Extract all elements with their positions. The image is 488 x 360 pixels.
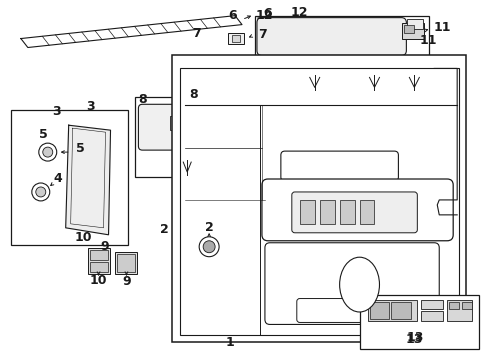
Bar <box>89 262 107 272</box>
Bar <box>11 110 128 245</box>
Polygon shape <box>65 125 110 235</box>
Bar <box>359 200 374 224</box>
Ellipse shape <box>339 257 379 312</box>
Text: 4: 4 <box>39 150 48 163</box>
FancyBboxPatch shape <box>256 18 406 55</box>
Text: 2: 2 <box>160 223 168 236</box>
Text: 10: 10 <box>90 274 107 287</box>
Bar <box>184 118 194 128</box>
Bar <box>87 248 109 274</box>
Text: 11: 11 <box>419 34 436 48</box>
Text: 4: 4 <box>53 171 62 185</box>
Bar <box>135 97 249 177</box>
FancyBboxPatch shape <box>291 192 416 233</box>
Bar <box>254 15 428 120</box>
Bar <box>172 118 182 128</box>
Bar <box>461 302 471 310</box>
Text: 13: 13 <box>406 331 423 344</box>
Text: 8: 8 <box>188 88 197 101</box>
Bar <box>299 200 314 224</box>
Text: 7: 7 <box>192 27 201 40</box>
Text: 11: 11 <box>432 21 450 34</box>
Bar <box>421 300 442 310</box>
Ellipse shape <box>42 147 53 157</box>
Bar <box>172 55 465 342</box>
FancyBboxPatch shape <box>264 243 438 324</box>
Bar <box>89 250 107 260</box>
Bar <box>407 19 423 28</box>
Bar <box>402 23 424 39</box>
FancyBboxPatch shape <box>280 151 398 181</box>
FancyBboxPatch shape <box>262 179 452 241</box>
Bar <box>359 294 478 349</box>
Text: 5: 5 <box>76 141 85 155</box>
Text: 1: 1 <box>225 336 234 348</box>
PathPatch shape <box>180 68 458 336</box>
Text: 9: 9 <box>122 275 130 288</box>
Text: 9: 9 <box>100 240 108 253</box>
Text: 12: 12 <box>290 6 308 19</box>
Ellipse shape <box>39 143 57 161</box>
Ellipse shape <box>32 183 50 201</box>
Text: 8: 8 <box>138 93 146 106</box>
Bar <box>115 252 137 274</box>
Text: 2: 2 <box>204 221 213 234</box>
Text: 3: 3 <box>52 105 61 118</box>
Ellipse shape <box>36 187 46 197</box>
Text: 12: 12 <box>255 9 272 22</box>
Text: 10: 10 <box>75 231 92 244</box>
Text: 7: 7 <box>258 28 267 41</box>
Bar <box>117 254 135 272</box>
Text: 6: 6 <box>227 9 236 22</box>
FancyBboxPatch shape <box>138 104 245 150</box>
Text: 3: 3 <box>86 100 95 113</box>
Bar <box>447 300 471 321</box>
Bar <box>421 311 442 321</box>
Ellipse shape <box>199 237 219 257</box>
Text: 6: 6 <box>263 7 272 20</box>
Bar <box>232 35 240 41</box>
Bar <box>339 200 354 224</box>
Bar <box>319 200 334 224</box>
Text: 5: 5 <box>39 127 48 141</box>
Bar <box>227 32 244 44</box>
Bar <box>170 116 198 130</box>
Bar <box>369 302 388 319</box>
Bar <box>390 302 410 319</box>
Bar <box>448 302 458 310</box>
FancyBboxPatch shape <box>296 298 392 323</box>
Ellipse shape <box>203 241 215 253</box>
Text: 13: 13 <box>405 333 422 346</box>
Bar <box>404 24 413 32</box>
Polygon shape <box>21 15 242 48</box>
Bar <box>367 300 416 321</box>
